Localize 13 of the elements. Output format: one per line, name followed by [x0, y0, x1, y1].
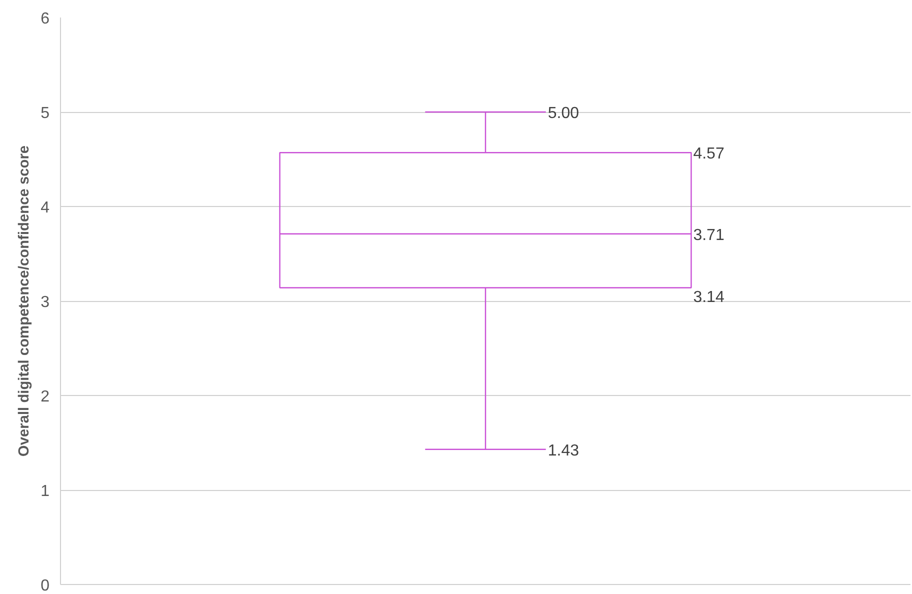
- annotation: 5.00: [548, 105, 580, 122]
- y-tick-label: 6: [40, 10, 50, 28]
- annotation: 1.43: [548, 442, 580, 460]
- y-tick-label: 4: [40, 200, 50, 216]
- annotation: 4.57: [693, 146, 724, 163]
- y-tick-label: 0: [40, 578, 50, 594]
- y-axis-title: Overall digital competence/confidence score: [16, 145, 33, 457]
- y-tick-label: 3: [40, 294, 50, 311]
- y-tick-label: 5: [40, 105, 50, 122]
- annotation: 3.14: [693, 288, 724, 306]
- y-tick-label: 2: [40, 388, 50, 406]
- y-tick-label: 1: [40, 483, 50, 500]
- annotation: 3.71: [693, 226, 724, 244]
